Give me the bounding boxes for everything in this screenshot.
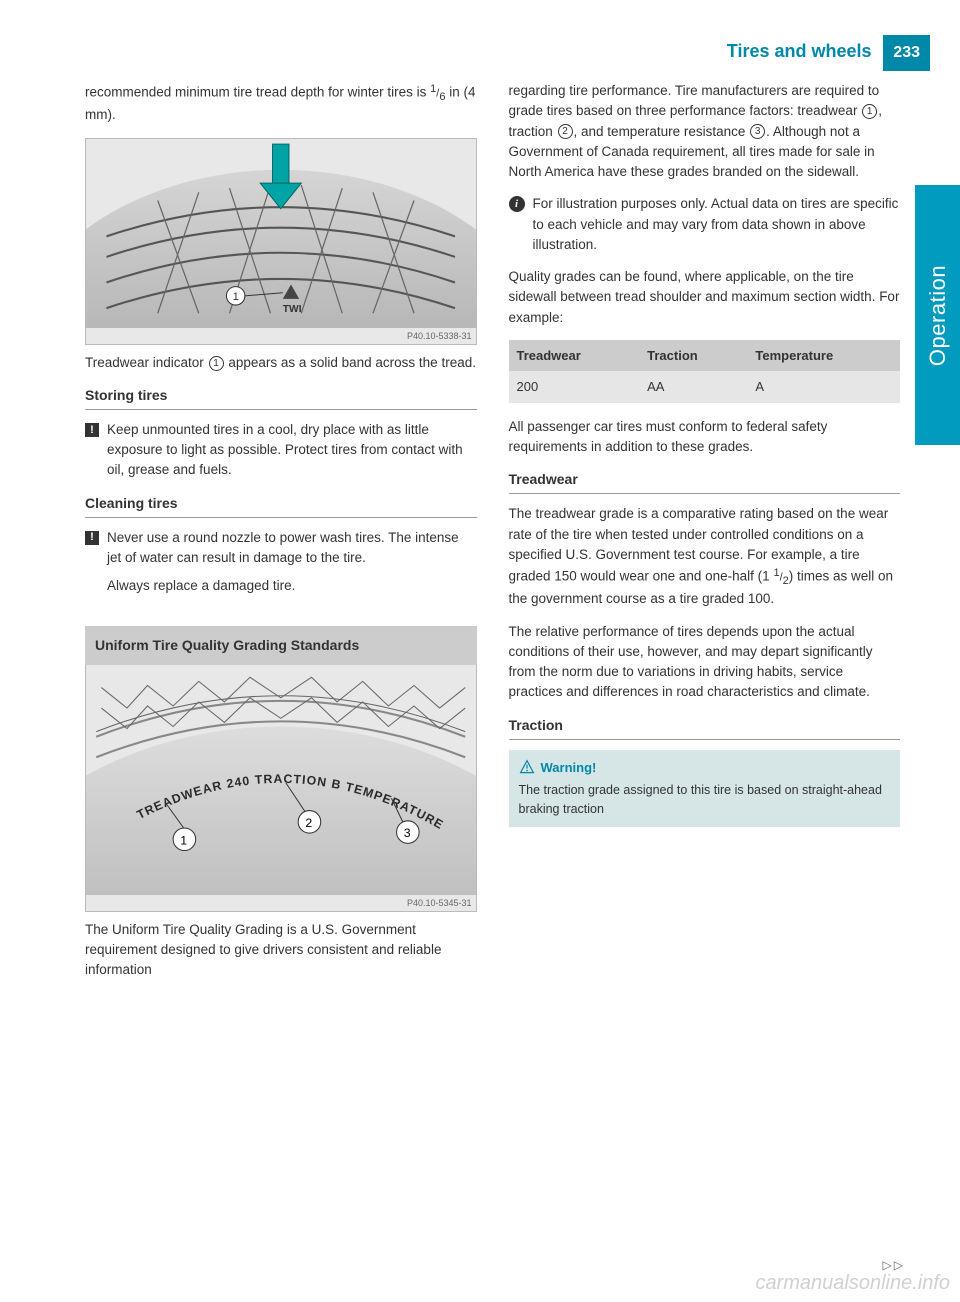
treadwear-heading: Treadwear: [509, 469, 901, 494]
section-tab: Operation: [915, 185, 960, 445]
note-icon: !: [85, 531, 99, 545]
section-tab-label: Operation: [921, 264, 954, 365]
info-icon: i: [509, 196, 525, 212]
performance-paragraph: regarding tire performance. Tire manufac…: [509, 81, 901, 182]
cleaning-tires-text: Never use a round nozzle to power wash t…: [107, 528, 477, 609]
td-treadwear: 200: [509, 371, 640, 403]
td-temperature: A: [747, 371, 900, 403]
intro-paragraph: recommended minimum tire tread depth for…: [85, 81, 477, 126]
fig2-caption: P40.10-5345-31: [86, 895, 476, 911]
th-temperature: Temperature: [747, 340, 900, 372]
circled-3: 3: [750, 124, 765, 139]
continue-marker: ▷▷: [883, 1256, 905, 1274]
utqg-intro-text: The Uniform Tire Quality Grading is a U.…: [85, 920, 477, 981]
right-column: regarding tire performance. Tire manufac…: [509, 81, 901, 993]
treadwear-text1: The treadwear grade is a comparative rat…: [509, 504, 901, 609]
warning-header: Warning!: [519, 758, 891, 778]
intro-text-a: recommended minimum tire tread depth for…: [85, 85, 430, 100]
cleaning-tires-note: ! Never use a round nozzle to power wash…: [85, 528, 477, 609]
treadwear-text2: The relative performance of tires depend…: [509, 622, 901, 703]
quality-grades-text: Quality grades can be found, where appli…: [509, 267, 901, 328]
warning-icon: [519, 759, 535, 775]
td-traction: AA: [639, 371, 747, 403]
warning-label: Warning!: [541, 758, 597, 778]
fig1-caption: P40.10-5338-31: [86, 328, 476, 344]
conform-text: All passenger car tires must conform to …: [509, 417, 901, 458]
twi-label: TWI: [283, 304, 302, 315]
fig1-description: Treadwear indicator 1 appears as a solid…: [85, 353, 477, 373]
circled-1: 1: [209, 356, 224, 371]
utqg-heading: Uniform Tire Quality Grading Standards: [85, 626, 477, 664]
left-column: recommended minimum tire tread depth for…: [85, 81, 477, 993]
circled-1b: 1: [862, 104, 877, 119]
storing-tires-text: Keep unmounted tires in a cool, dry plac…: [107, 420, 477, 481]
info-block: i For illustration purposes only. Actual…: [509, 194, 901, 255]
info-text: For illustration purposes only. Actual d…: [533, 194, 901, 255]
storing-tires-note: ! Keep unmounted tires in a cool, dry pl…: [85, 420, 477, 481]
cleaning-tires-heading: Cleaning tires: [85, 493, 477, 518]
quality-table: Treadwear Traction Temperature 200 AA A: [509, 340, 901, 403]
fraction-1-6: 1/6: [430, 81, 445, 105]
fraction-1-2: 1/2: [773, 565, 788, 589]
page-header: Tires and wheels 233: [0, 0, 960, 81]
th-treadwear: Treadwear: [509, 340, 640, 372]
warning-text: The traction grade assigned to this tire…: [519, 781, 891, 819]
warning-box: Warning! The traction grade assigned to …: [509, 750, 901, 827]
utqg-callout-2: 2: [305, 816, 312, 830]
header-title: Tires and wheels: [727, 38, 880, 65]
tread-depth-figure: TWI 1 P40.10-5338-31: [85, 138, 477, 345]
callout-1: 1: [233, 291, 239, 303]
note-icon: !: [85, 423, 99, 437]
utqg-figure: TREADWEAR 240 TRACTION B TEMPERATURE A 1…: [85, 665, 477, 912]
traction-heading: Traction: [509, 715, 901, 740]
content-area: recommended minimum tire tread depth for…: [0, 81, 960, 993]
circled-2: 2: [558, 124, 573, 139]
utqg-callout-1: 1: [180, 833, 187, 847]
utqg-callout-3: 3: [404, 826, 411, 840]
th-traction: Traction: [639, 340, 747, 372]
page-number: 233: [883, 35, 930, 71]
storing-tires-heading: Storing tires: [85, 385, 477, 410]
watermark: carmanualsonline.info: [755, 1268, 950, 1298]
